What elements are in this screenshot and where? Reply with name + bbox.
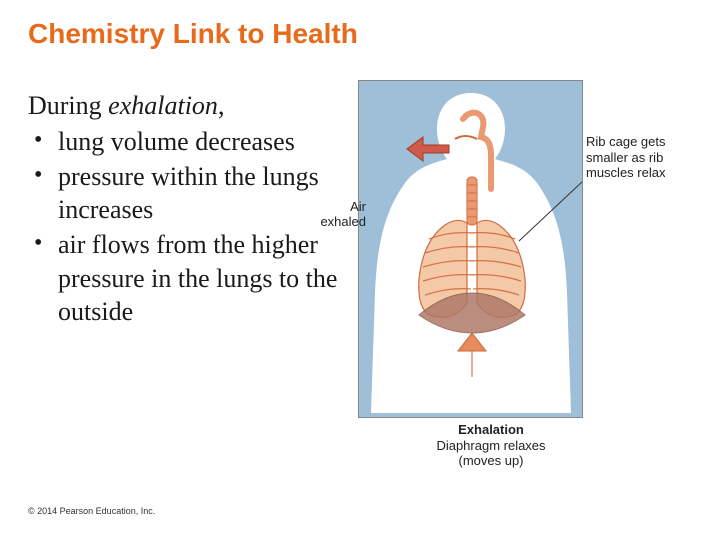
rib-cage-label: Rib cage gets smaller as rib muscles rel… <box>586 134 696 181</box>
slide-title: Chemistry Link to Health <box>0 0 720 50</box>
air-line2: exhaled <box>320 214 366 229</box>
bullet-list: lung volume decreases pressure within th… <box>28 125 350 329</box>
figure-column: Rib cage gets smaller as rib muscles rel… <box>358 90 698 330</box>
air-exhaled-label: Air exhaled <box>316 200 366 230</box>
lead-italic: exhalation <box>108 91 218 120</box>
lead-plain: During <box>28 91 108 120</box>
caption-line2: (moves up) <box>458 453 523 468</box>
content-row: During exhalation, lung volume decreases… <box>0 50 720 330</box>
bullet-item: pressure within the lungs increases <box>28 160 350 227</box>
text-column: During exhalation, lung volume decreases… <box>28 90 358 330</box>
caption-bold: Exhalation <box>458 422 524 437</box>
figure-caption: Exhalation Diaphragm relaxes (moves up) <box>396 422 586 469</box>
bullet-item: lung volume decreases <box>28 125 350 158</box>
bullet-item: air flows from the higher pressure in th… <box>28 228 350 328</box>
anatomy-figure <box>358 80 583 418</box>
air-line1: Air <box>350 199 366 214</box>
anatomy-svg <box>359 81 583 418</box>
copyright-text: © 2014 Pearson Education, Inc. <box>28 506 155 516</box>
lead-sentence: During exhalation, <box>28 90 350 123</box>
caption-line1: Diaphragm relaxes <box>436 438 545 453</box>
lead-tail: , <box>218 91 225 120</box>
